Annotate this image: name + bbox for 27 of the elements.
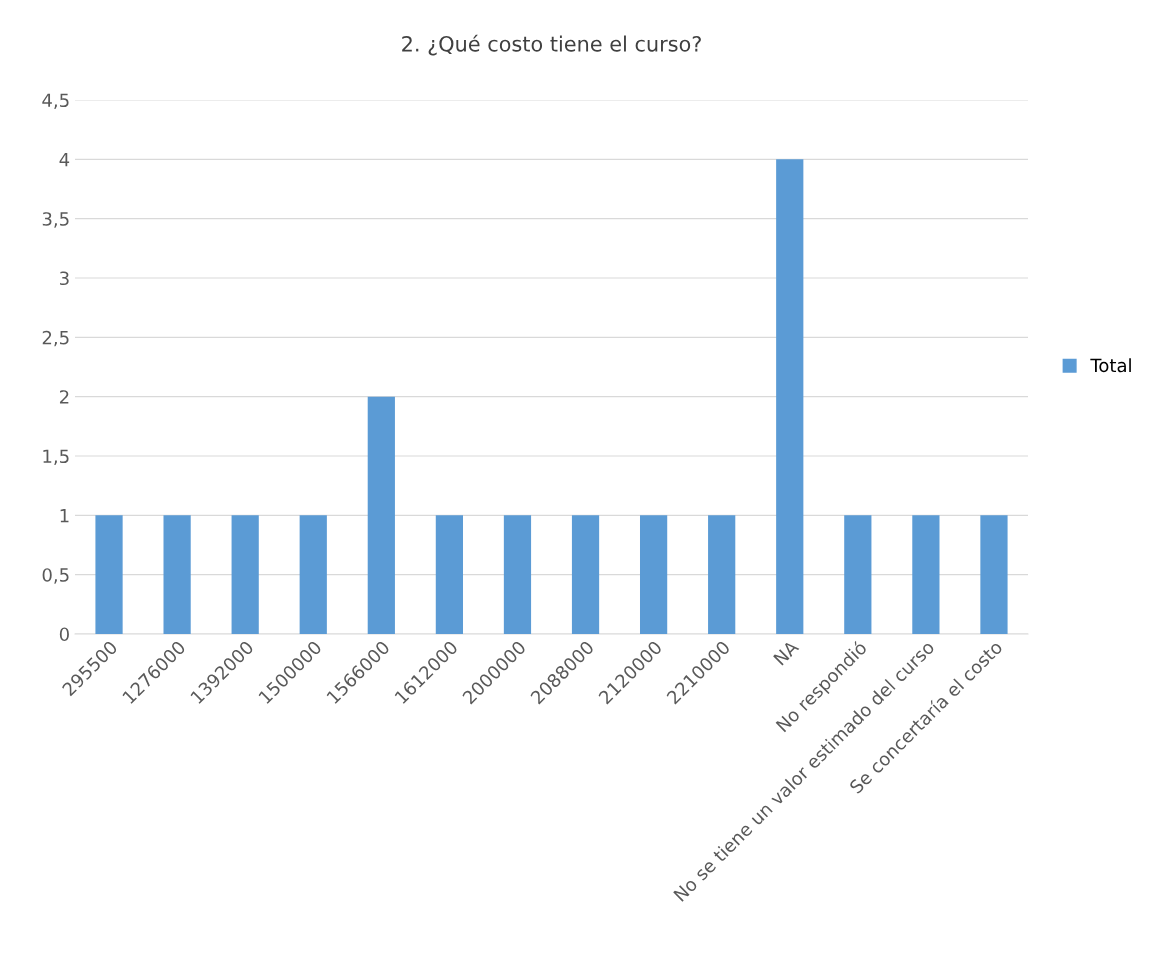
bar [844, 515, 872, 634]
bar [912, 515, 940, 634]
bar [708, 515, 736, 634]
y-tick-label: 4 [59, 153, 70, 167]
y-tick-label: 4,5 [42, 93, 69, 109]
chart-title: 2. ¿Qué costo tiene el curso? [402, 34, 701, 56]
bar [776, 159, 804, 634]
y-tick-label: 3,5 [42, 212, 69, 228]
y-tick-label: 2,5 [42, 330, 69, 347]
y-tick-label: 3 [60, 271, 69, 286]
y-tick-label: 0,5 [42, 568, 69, 584]
bar [435, 515, 464, 634]
y-tick-label: 2 [59, 390, 69, 404]
bar [163, 515, 191, 634]
bar [95, 515, 123, 634]
bar [571, 515, 600, 634]
bar [503, 515, 532, 634]
legend-label: Total [1090, 358, 1131, 373]
x-tick-label: NA [773, 639, 800, 666]
bar [299, 515, 327, 634]
y-tick-label: 0 [59, 627, 69, 642]
bar [367, 396, 395, 634]
y-tick-label: 1,5 [43, 449, 69, 465]
y-tick-label: 1 [60, 509, 69, 523]
bar [980, 515, 1008, 634]
bar [231, 515, 259, 634]
bar [639, 515, 668, 634]
